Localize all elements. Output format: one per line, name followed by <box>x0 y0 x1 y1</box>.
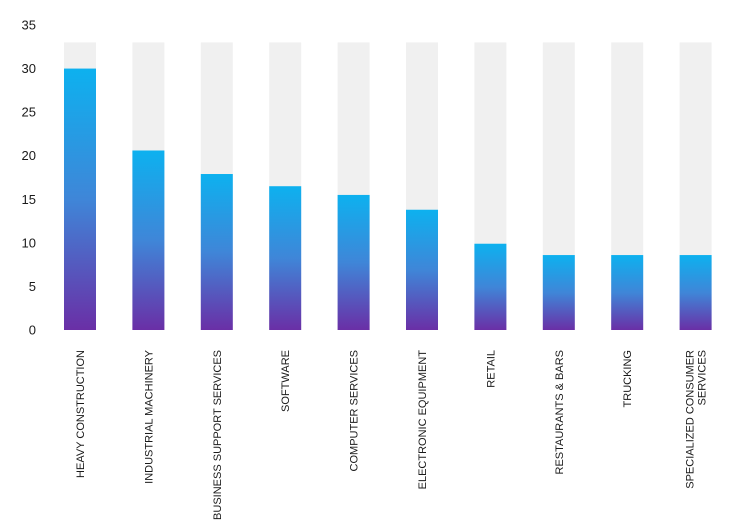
x-tick-label-line: SERVICES <box>697 350 709 405</box>
y-tick-label: 30 <box>22 61 36 76</box>
y-tick-label: 25 <box>22 105 36 120</box>
x-axis: HEAVY CONSTRUCTION INDUSTRIAL MACHINERY BU… <box>75 349 709 520</box>
x-tick-label-line: INDUSTRIAL MACHINERY <box>143 349 155 484</box>
bar <box>64 68 96 331</box>
x-tick-label: RETAIL <box>485 350 497 388</box>
x-tick-label-line: RETAIL <box>485 350 497 388</box>
x-tick-label: BUSINESS SUPPORT SERVICES <box>212 350 224 520</box>
bar <box>200 174 233 330</box>
bar <box>406 209 438 330</box>
x-tick-label-line: HEAVY CONSTRUCTION <box>75 350 87 478</box>
x-tick-label-line: SPECIALIZED CONSUMER <box>685 350 697 489</box>
bar <box>611 255 644 330</box>
x-tick-label-line: TRUCKING <box>622 350 634 407</box>
bar <box>679 255 712 330</box>
bar <box>269 186 302 330</box>
x-tick-label: INDUSTRIAL MACHINERY <box>143 349 155 484</box>
x-tick-label: COMPUTER SERVICES <box>349 350 361 471</box>
y-tick-label: 10 <box>22 235 36 250</box>
x-tick-label-line: BUSINESS SUPPORT SERVICES <box>212 350 224 520</box>
x-tick-label: HEAVY CONSTRUCTION <box>75 350 87 478</box>
bar <box>474 243 507 330</box>
bars-group <box>64 42 712 331</box>
y-tick-label: 0 <box>29 323 36 338</box>
x-tick-label-line: COMPUTER SERVICES <box>349 350 361 471</box>
bar <box>132 150 165 330</box>
x-tick-label-line: SOFTWARE <box>280 350 292 412</box>
x-tick-label-line: RESTAURANTS & BARS <box>554 350 566 475</box>
x-tick-label-line: ELECTRONIC EQUIPMENT <box>417 350 429 490</box>
y-tick-label: 20 <box>22 148 36 163</box>
bar <box>337 194 370 330</box>
x-tick-label: ELECTRONIC EQUIPMENT <box>417 350 429 490</box>
x-tick-label: RESTAURANTS & BARS <box>554 350 566 475</box>
x-tick-label: TRUCKING <box>622 350 634 407</box>
x-tick-label: SPECIALIZED CONSUMERSERVICES <box>685 350 709 489</box>
y-axis: 0 5 10 15 20 25 30 35 <box>22 18 36 338</box>
x-tick-label: SOFTWARE <box>280 350 292 412</box>
bar <box>542 255 575 330</box>
y-tick-label: 35 <box>22 18 36 33</box>
y-tick-label: 15 <box>22 192 36 207</box>
y-tick-label: 5 <box>29 279 36 294</box>
